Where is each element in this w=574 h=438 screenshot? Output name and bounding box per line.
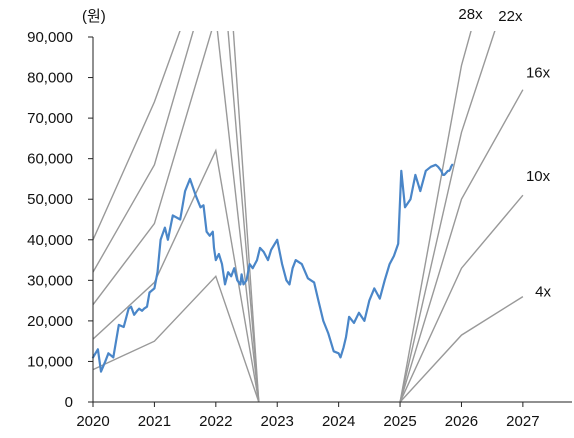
band-line-4x (399, 296, 524, 402)
x-tick-label: 2023 (261, 413, 294, 430)
band-label-28x: 28x (458, 6, 483, 23)
y-tick-label: 70,000 (27, 110, 73, 127)
band-lines (93, 31, 524, 402)
y-tick-label: 60,000 (27, 151, 73, 168)
y-tick-label: 40,000 (27, 232, 73, 249)
band-line-10x (399, 194, 524, 402)
x-tick-label: 2020 (76, 413, 109, 430)
x-tick-label: 2027 (506, 413, 539, 430)
y-axis-unit-label: (원) (82, 8, 106, 25)
band-labels: 28x 22x 16x 10x 4x (458, 6, 551, 301)
y-tick-label: 90,000 (27, 29, 73, 46)
band-label-4x: 4x (535, 284, 551, 301)
y-tick-label: 50,000 (27, 191, 73, 208)
price-line (91, 163, 454, 373)
x-tick-label: 2022 (199, 413, 232, 430)
x-tick-label: 2021 (138, 413, 171, 430)
y-tick-label: 10,000 (27, 353, 73, 370)
band-line-10x (93, 148, 260, 402)
band-line-16x (93, 31, 260, 402)
x-ticks: 2020 2021 2022 2023 2024 2025 2026 2027 (76, 402, 540, 430)
band-label-10x: 10x (526, 168, 551, 185)
x-tick-label: 2025 (383, 413, 416, 430)
band-line-22x (399, 31, 496, 402)
band-line-28x (93, 31, 181, 241)
band-line-28x (227, 31, 260, 402)
y-ticks: 0 10,000 20,000 30,000 40,000 50,000 60,000 70,… (27, 29, 93, 411)
y-tick-label: 30,000 (27, 272, 73, 289)
axes (92, 37, 572, 403)
band-label-16x: 16x (526, 65, 551, 82)
band-line-16x (399, 89, 524, 402)
y-tick-label: 0 (65, 394, 73, 411)
x-tick-label: 2026 (445, 413, 478, 430)
y-tick-label: 20,000 (27, 313, 73, 330)
price-line-group (91, 163, 454, 373)
band-line-22x (93, 31, 194, 273)
band-label-22x: 22x (498, 8, 523, 25)
x-tick-label: 2024 (322, 413, 355, 430)
y-tick-label: 80,000 (27, 70, 73, 87)
band-line-22x (232, 31, 260, 402)
band-line-4x (93, 274, 260, 402)
band-line-28x (399, 31, 472, 402)
